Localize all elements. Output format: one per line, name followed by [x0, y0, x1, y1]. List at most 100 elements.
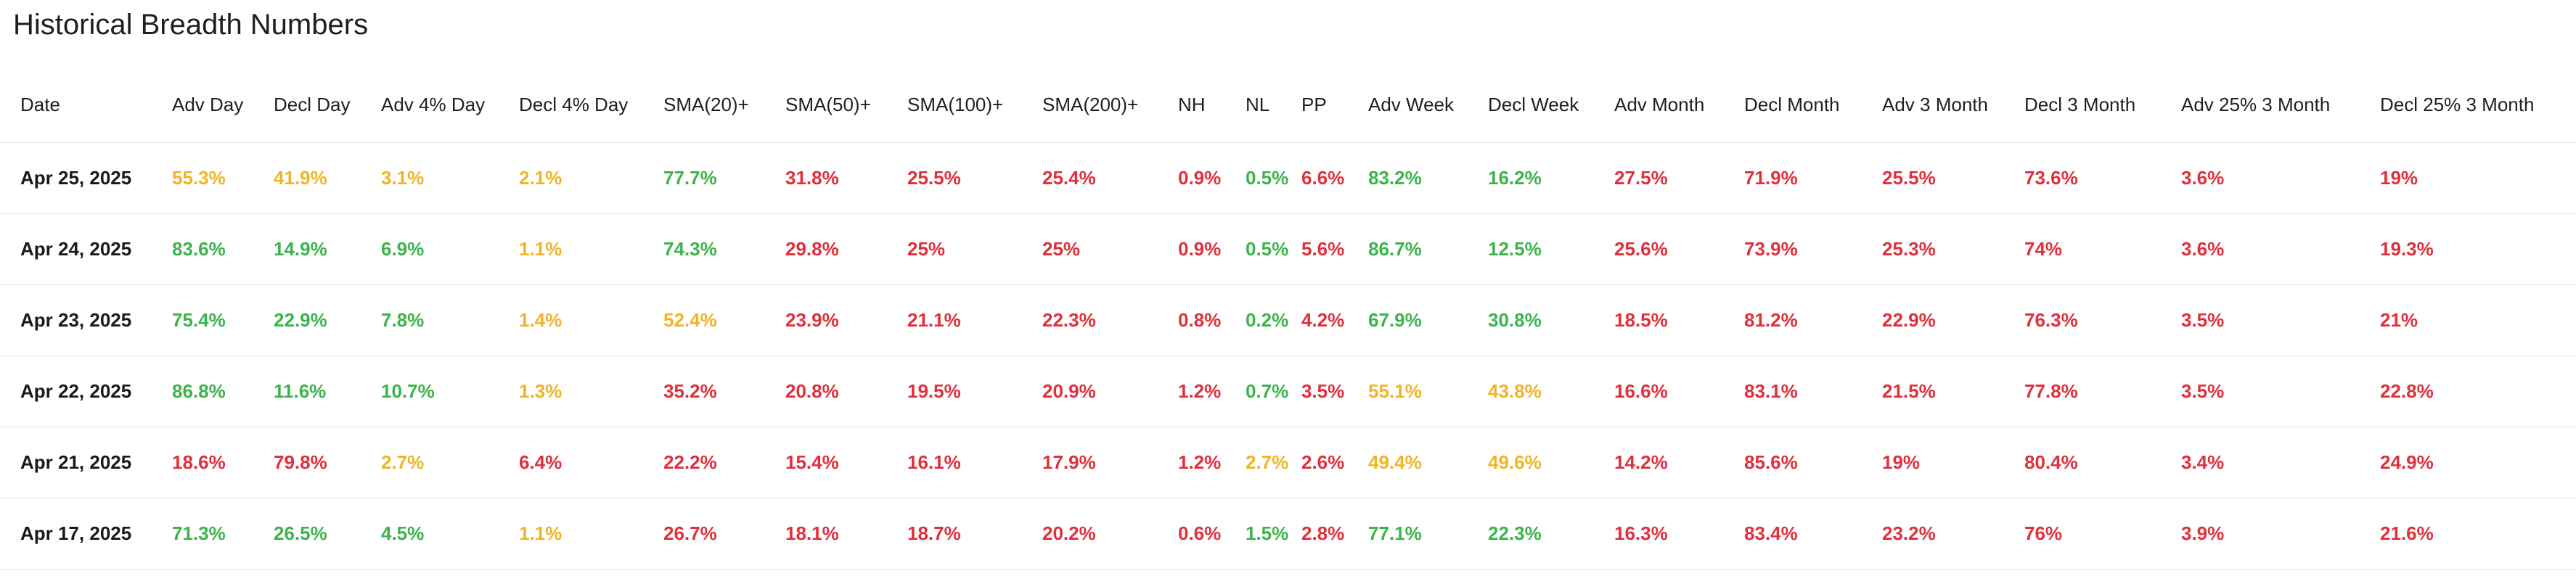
value-cell: 25.3%: [1882, 213, 2024, 285]
date-cell: Apr 23, 2025: [0, 284, 172, 356]
column-header-decl-month[interactable]: Decl Month: [1744, 67, 1882, 143]
column-header-decl-day[interactable]: Decl Day: [274, 67, 381, 143]
value-cell: 25%: [1042, 213, 1178, 285]
value-cell: 14.9%: [274, 213, 381, 285]
table-body: Apr 25, 2025 55.3% 41.9% 3.1% 2.1% 77.7%…: [0, 142, 2576, 570]
value-cell: 85.6%: [1744, 427, 1882, 498]
value-cell: 0.7%: [1246, 356, 1301, 427]
value-cell: 2.1%: [519, 142, 663, 214]
value-cell: 27.5%: [1614, 142, 1744, 214]
value-cell: 2.8%: [1301, 498, 1368, 570]
date-cell: Apr 21, 2025: [0, 427, 172, 498]
column-header-sma200[interactable]: SMA(200)+: [1042, 67, 1178, 143]
value-cell: 1.2%: [1178, 427, 1246, 498]
value-cell: 22.3%: [1042, 284, 1178, 356]
value-cell: 23.9%: [785, 284, 907, 356]
value-cell: 26.5%: [274, 498, 381, 570]
value-cell: 16.3%: [1614, 498, 1744, 570]
value-cell: 21.6%: [2380, 498, 2576, 570]
value-cell: 18.5%: [1614, 284, 1744, 356]
value-cell: 0.5%: [1246, 142, 1301, 214]
column-header-decl-week[interactable]: Decl Week: [1488, 67, 1614, 143]
value-cell: 83.4%: [1744, 498, 1882, 570]
value-cell: 0.6%: [1178, 498, 1246, 570]
value-cell: 24.9%: [2380, 427, 2576, 498]
date-cell: Apr 24, 2025: [0, 213, 172, 285]
column-header-sma50[interactable]: SMA(50)+: [785, 67, 907, 143]
column-header-adv-3-month[interactable]: Adv 3 Month: [1882, 67, 2024, 143]
value-cell: 14.2%: [1614, 427, 1744, 498]
value-cell: 20.2%: [1042, 498, 1178, 570]
value-cell: 2.7%: [1246, 427, 1301, 498]
value-cell: 4.5%: [381, 498, 519, 570]
value-cell: 25.4%: [1042, 142, 1178, 214]
value-cell: 67.9%: [1368, 284, 1488, 356]
value-cell: 19.5%: [907, 356, 1042, 427]
value-cell: 83.6%: [172, 213, 274, 285]
column-header-adv-25pct-3-month[interactable]: Adv 25% 3 Month: [2181, 67, 2380, 143]
column-header-nh[interactable]: NH: [1178, 67, 1246, 143]
header-row: Date Adv Day Decl Day Adv 4% Day Decl 4%…: [0, 67, 2576, 143]
value-cell: 0.9%: [1178, 142, 1246, 214]
value-cell: 19.3%: [2380, 213, 2576, 285]
value-cell: 35.2%: [663, 356, 785, 427]
table-row: Apr 17, 2025 71.3% 26.5% 4.5% 1.1% 26.7%…: [0, 498, 2576, 570]
value-cell: 3.1%: [381, 142, 519, 214]
column-header-sma20[interactable]: SMA(20)+: [663, 67, 785, 143]
column-header-decl-3-month[interactable]: Decl 3 Month: [2024, 67, 2181, 143]
table-row: Apr 25, 2025 55.3% 41.9% 3.1% 2.1% 77.7%…: [0, 142, 2576, 214]
value-cell: 49.4%: [1368, 427, 1488, 498]
column-header-decl-25pct-3-month[interactable]: Decl 25% 3 Month: [2380, 67, 2576, 143]
value-cell: 29.8%: [785, 213, 907, 285]
value-cell: 80.4%: [2024, 427, 2181, 498]
column-header-sma100[interactable]: SMA(100)+: [907, 67, 1042, 143]
value-cell: 0.9%: [1178, 213, 1246, 285]
value-cell: 73.9%: [1744, 213, 1882, 285]
breadth-table-container: Date Adv Day Decl Day Adv 4% Day Decl 4%…: [0, 67, 2576, 570]
value-cell: 6.6%: [1301, 142, 1368, 214]
value-cell: 75.4%: [172, 284, 274, 356]
value-cell: 22.2%: [663, 427, 785, 498]
value-cell: 86.7%: [1368, 213, 1488, 285]
value-cell: 4.2%: [1301, 284, 1368, 356]
value-cell: 3.4%: [2181, 427, 2380, 498]
column-header-decl-4pct-day[interactable]: Decl 4% Day: [519, 67, 663, 143]
value-cell: 1.1%: [519, 498, 663, 570]
value-cell: 15.4%: [785, 427, 907, 498]
value-cell: 10.7%: [381, 356, 519, 427]
column-header-adv-month[interactable]: Adv Month: [1614, 67, 1744, 143]
value-cell: 81.2%: [1744, 284, 1882, 356]
value-cell: 18.7%: [907, 498, 1042, 570]
value-cell: 49.6%: [1488, 427, 1614, 498]
value-cell: 71.9%: [1744, 142, 1882, 214]
value-cell: 20.9%: [1042, 356, 1178, 427]
value-cell: 77.8%: [2024, 356, 2181, 427]
value-cell: 71.3%: [172, 498, 274, 570]
column-header-adv-week[interactable]: Adv Week: [1368, 67, 1488, 143]
value-cell: 19%: [1882, 427, 2024, 498]
value-cell: 1.3%: [519, 356, 663, 427]
column-header-adv-day[interactable]: Adv Day: [172, 67, 274, 143]
value-cell: 17.9%: [1042, 427, 1178, 498]
value-cell: 26.7%: [663, 498, 785, 570]
value-cell: 3.6%: [2181, 213, 2380, 285]
column-header-date[interactable]: Date: [0, 67, 172, 143]
value-cell: 74%: [2024, 213, 2181, 285]
value-cell: 25.6%: [1614, 213, 1744, 285]
value-cell: 21.5%: [1882, 356, 2024, 427]
value-cell: 2.7%: [381, 427, 519, 498]
value-cell: 22.9%: [274, 284, 381, 356]
value-cell: 16.6%: [1614, 356, 1744, 427]
value-cell: 3.6%: [2181, 142, 2380, 214]
table-row: Apr 23, 2025 75.4% 22.9% 7.8% 1.4% 52.4%…: [0, 284, 2576, 356]
column-header-nl[interactable]: NL: [1246, 67, 1301, 143]
value-cell: 3.5%: [1301, 356, 1368, 427]
column-header-pp[interactable]: PP: [1301, 67, 1368, 143]
breadth-table: Date Adv Day Decl Day Adv 4% Day Decl 4%…: [0, 67, 2576, 570]
value-cell: 52.4%: [663, 284, 785, 356]
value-cell: 22.3%: [1488, 498, 1614, 570]
column-header-adv-4pct-day[interactable]: Adv 4% Day: [381, 67, 519, 143]
value-cell: 6.9%: [381, 213, 519, 285]
value-cell: 31.8%: [785, 142, 907, 214]
date-cell: Apr 25, 2025: [0, 142, 172, 214]
